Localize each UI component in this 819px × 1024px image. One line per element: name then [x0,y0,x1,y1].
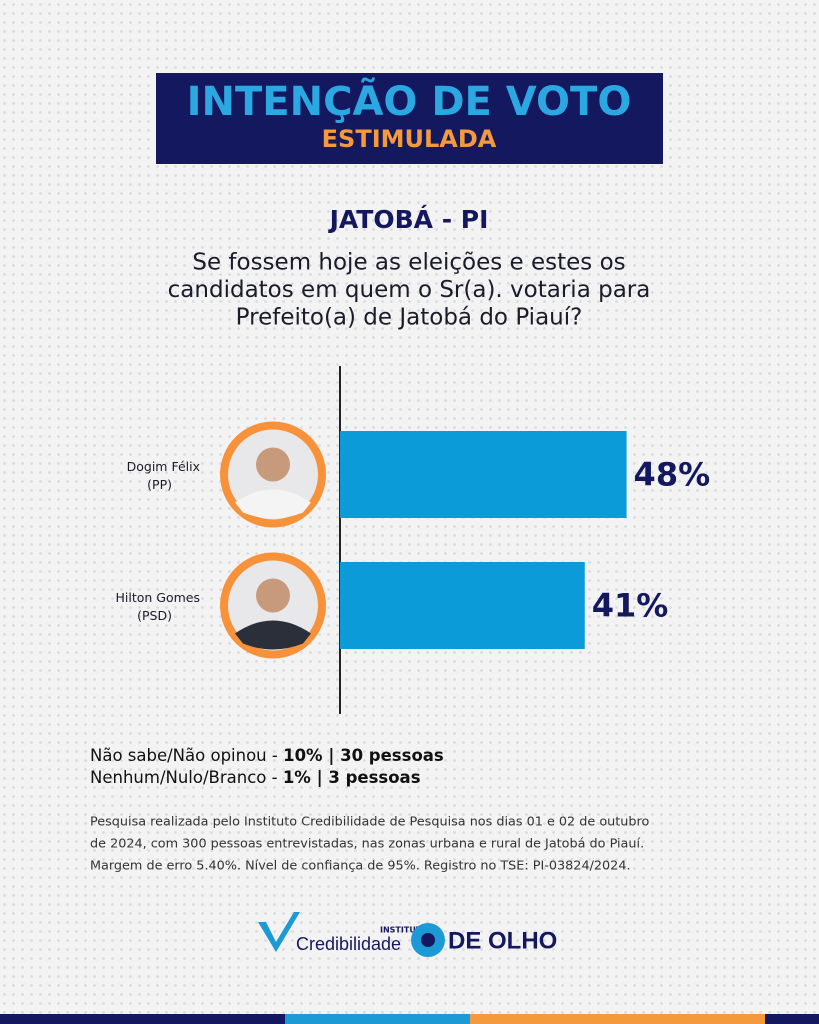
candidate-name: Dogim Félix [127,459,200,474]
candidate-party: (PP) [147,477,172,492]
strip [285,1014,470,1024]
logo-small-text: INSTITUTO [380,926,428,935]
value-label: 41% [592,587,669,625]
bars: 48% Dogim Félix (PP) 41% Hilton Gomes (PSD) [115,421,711,659]
photo-body [235,489,311,519]
note-value: 1% | 3 pessoas [283,768,421,788]
logo-pupil [421,933,435,947]
bar [340,562,585,649]
note-label: Nenhum/Nulo/Branco - [90,768,283,787]
question-line: Prefeito(a) de Jatobá do Piauí? [236,305,583,331]
subtitle: ESTIMULADA [322,125,497,153]
media-logo: DE OLHO [411,923,557,957]
strip [765,1014,819,1024]
bar [340,431,627,518]
question-line: Se fossem hoje as eleições e estes os [192,250,625,276]
methodology: Pesquisa realizada pelo Instituto Credib… [90,815,650,874]
note: Não sabe/Não opinou - 10% | 30 pessoas [90,746,444,766]
header-box [156,73,663,164]
photo-head [256,578,290,613]
strip [0,1014,285,1024]
note: Nenhum/Nulo/Branco - 1% | 3 pessoas [90,768,421,788]
question-line: candidatos em quem o Sr(a). votaria para [168,277,651,303]
methodology-line: Margem de erro 5.40%. Nível de confiança… [90,859,631,874]
notes: Não sabe/Não opinou - 10% | 30 pessoasNe… [90,746,444,788]
location: JATOBÁ - PI [328,205,489,234]
note-value: 10% | 30 pessoas [283,746,444,766]
question: Se fossem hoje as eleições e estes oscan… [168,250,651,331]
methodology-line: Pesquisa realizada pelo Instituto Credib… [90,815,650,830]
candidate-name: Hilton Gomes [115,590,200,605]
logo-check [258,912,300,952]
title: INTENÇÃO DE VOTO [187,76,632,125]
photo-head [256,447,290,482]
strip [470,1014,765,1024]
note-label: Não sabe/Não opinou - [90,746,283,765]
candidate-party: (PSD) [137,608,172,623]
methodology-line: de 2024, com 300 pessoas entrevistadas, … [90,837,644,852]
logo-media-text: DE OLHO [448,927,557,954]
photo-body [235,620,311,650]
value-label: 48% [634,456,711,494]
institute-logo: INSTITUTO Credibilidade [258,912,428,954]
logo-text: Credibilidade [296,934,401,954]
